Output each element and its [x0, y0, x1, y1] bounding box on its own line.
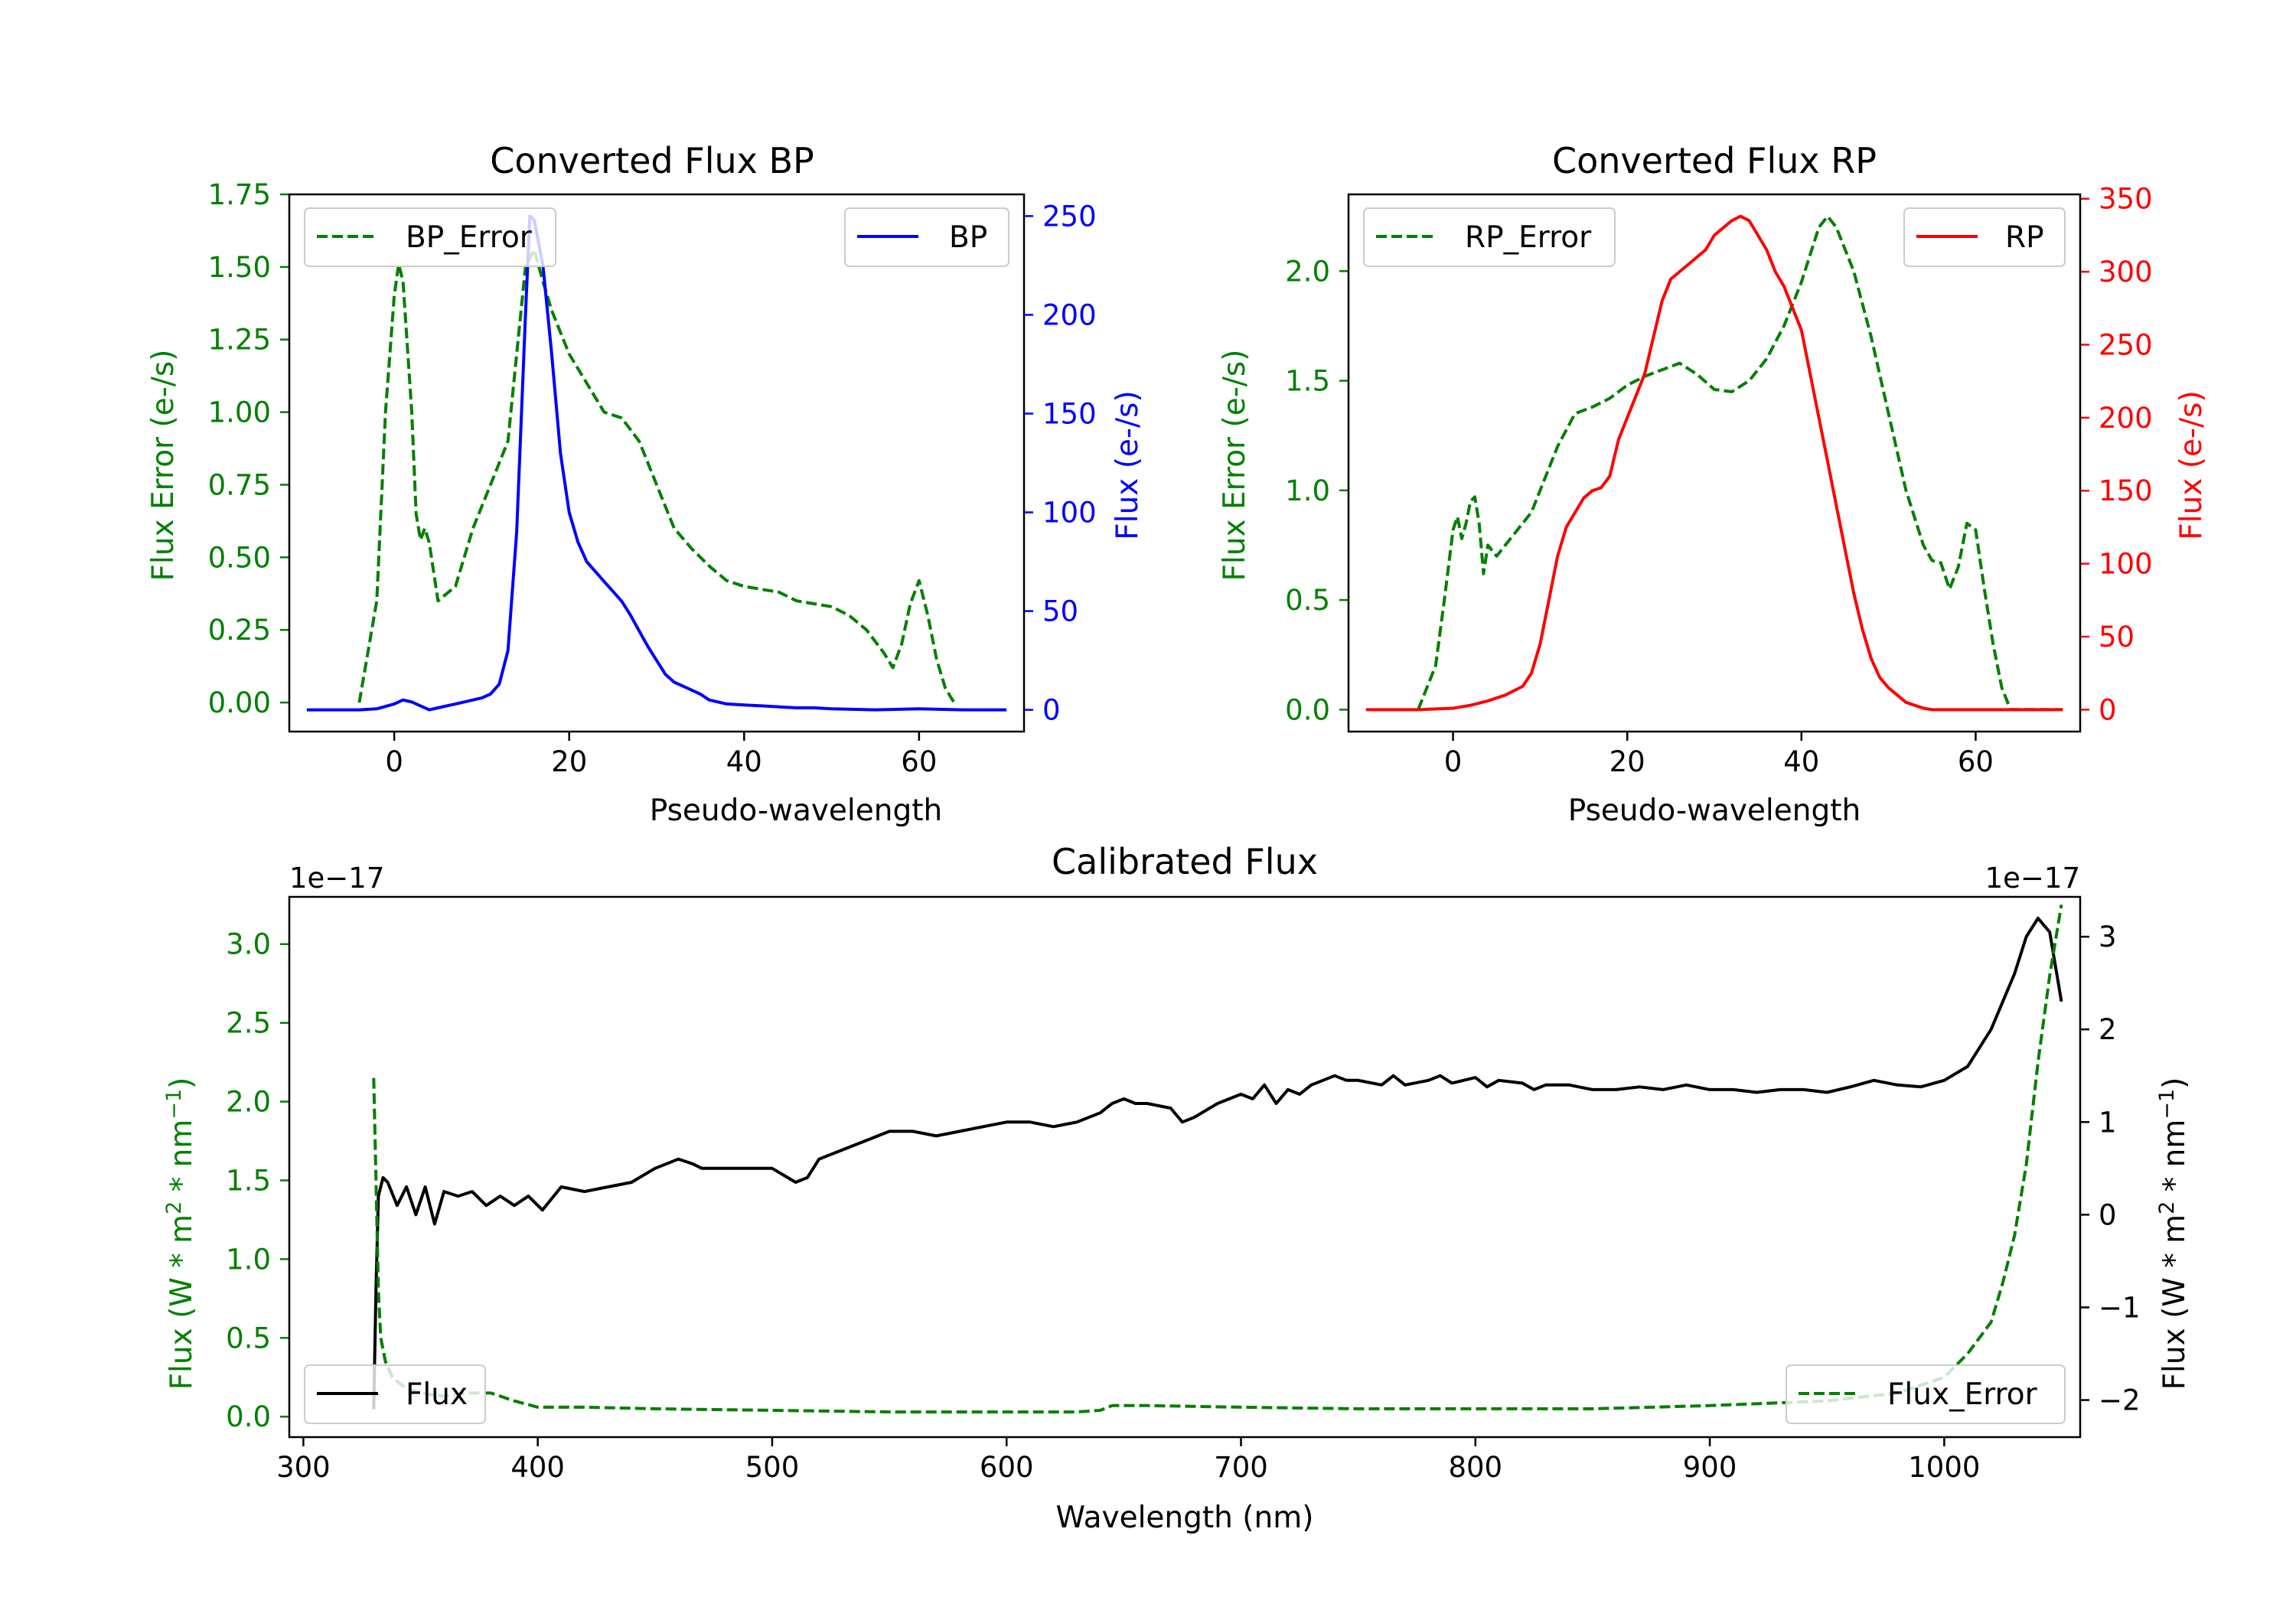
rp-x-tick-label: 0 — [1444, 745, 1463, 778]
rp-title: Converted Flux RP — [1552, 140, 1877, 181]
rp-right-tick-label: 150 — [2099, 474, 2153, 507]
bp-left-tick-label: 1.00 — [208, 396, 271, 429]
rp-x-tick-label: 60 — [1958, 745, 1994, 778]
rp-legend-error-label: RP_Error — [1465, 220, 1592, 255]
calibrated-left-tick-label: 0.0 — [226, 1400, 271, 1433]
bp-left-tick-label: 1.75 — [208, 178, 271, 211]
rp-left-tick-label: 1.5 — [1285, 365, 1330, 398]
calibrated-legend-error-label: Flux_Error — [1887, 1377, 2038, 1412]
calibrated-right-tick-label: 0 — [2099, 1198, 2117, 1231]
calibrated-x-tick-label: 900 — [1683, 1451, 1737, 1484]
bp-left-tick-label: 0.00 — [208, 686, 271, 719]
calibrated-left-y-label: Flux (W * m2 * nm−1) — [162, 1077, 199, 1390]
rp-legend-error: RP_Error — [1363, 207, 1616, 267]
rp-right-tick-label: 350 — [2099, 183, 2153, 216]
rp-left-tick-label: 0.0 — [1285, 693, 1330, 726]
bp-left-y-label: Flux Error (e-/s) — [146, 350, 181, 582]
bp-left-tick-label: 0.75 — [208, 468, 271, 501]
calibrated-x-tick-label: 400 — [510, 1451, 565, 1484]
rp-legend-flux-label: RP — [2005, 220, 2044, 255]
bp-right-tick-label: 100 — [1042, 497, 1097, 530]
calibrated-right-tick-label: 3 — [2099, 921, 2117, 953]
bp-right-tick-label: 150 — [1042, 397, 1097, 430]
bp-right-tick-label: 0 — [1042, 694, 1061, 727]
rp-series-rp — [1365, 214, 2063, 712]
calibrated-series-flux — [372, 916, 2063, 1410]
bp-series-bp-error — [357, 248, 956, 704]
calibrated-left-tick-label: 2.0 — [226, 1086, 271, 1119]
rp-left-tick-label: 0.5 — [1285, 584, 1330, 617]
bp-right-tick-label: 200 — [1042, 298, 1097, 331]
calibrated-legend-flux: Flux — [304, 1364, 486, 1424]
rp-left-tick-label: 1.0 — [1285, 474, 1330, 507]
bp-x-tick-label: 0 — [385, 745, 403, 778]
calibrated-axes-frame — [288, 895, 2082, 1439]
calibrated-left-tick-label: 1.5 — [226, 1164, 271, 1197]
rp-left-tick-label: 2.0 — [1285, 255, 1330, 288]
bp-axes-frame — [288, 193, 1026, 733]
calibrated-left-tick-label: 1.0 — [226, 1243, 271, 1276]
bp-panel: Converted Flux BP Pseudo-wavelength Flux… — [146, 140, 1145, 828]
rp-series-rp-error — [1417, 214, 2063, 712]
bp-right-tick-label: 250 — [1042, 200, 1097, 233]
bp-legend-flux-label: BP — [949, 220, 987, 255]
calibrated-x-tick-label: 1000 — [1908, 1451, 1980, 1484]
bp-left-tick-label: 0.50 — [208, 541, 271, 574]
rp-left-y-label: Flux Error (e-/s) — [1218, 350, 1252, 582]
rp-x-tick-label: 20 — [1609, 745, 1645, 778]
bp-x-tick-label: 20 — [551, 745, 587, 778]
calibrated-series-flux-error — [372, 904, 2063, 1414]
rp-right-tick-label: 300 — [2099, 256, 2153, 288]
calibrated-x-label: Wavelength (nm) — [1056, 1501, 1314, 1535]
bp-left-tick-label: 1.25 — [208, 324, 271, 357]
calibrated-legend-error: Flux_Error — [1786, 1364, 2066, 1424]
bp-right-y-label: Flux (e-/s) — [1110, 390, 1145, 539]
rp-right-tick-label: 100 — [2099, 548, 2153, 581]
bp-left-tick-label: 1.50 — [208, 251, 271, 284]
calibrated-right-tick-label: −2 — [2099, 1384, 2141, 1417]
rp-axes-frame — [1347, 193, 2082, 733]
rp-x-tick-label: 40 — [1783, 745, 1819, 778]
rp-right-y-label: Flux (e-/s) — [2174, 390, 2209, 539]
rp-legend-flux: RP — [1903, 207, 2066, 267]
calibrated-x-tick-label: 600 — [980, 1451, 1034, 1484]
calibrated-x-tick-label: 300 — [276, 1451, 331, 1484]
bp-right-tick-label: 50 — [1042, 595, 1078, 628]
calibrated-right-tick-label: −1 — [2099, 1291, 2141, 1324]
calibrated-left-offset-text: 1e−17 — [289, 862, 384, 895]
calibrated-left-tick-label: 2.5 — [226, 1007, 271, 1040]
calibrated-legend-flux-label: Flux — [406, 1377, 468, 1412]
rp-right-tick-label: 50 — [2099, 621, 2135, 654]
rp-right-tick-label: 200 — [2099, 402, 2153, 435]
bp-legend-error: BP_Error — [304, 207, 556, 267]
rp-x-label: Pseudo-wavelength — [1568, 794, 1861, 828]
calibrated-x-tick-label: 500 — [745, 1451, 800, 1484]
bp-legend-error-label: BP_Error — [406, 220, 533, 255]
calibrated-right-offset-text: 1e−17 — [1985, 862, 2080, 895]
calibrated-right-tick-label: 1 — [2099, 1106, 2117, 1139]
rp-panel: Converted Flux RP Pseudo-wavelength Flux… — [1218, 140, 2209, 828]
calibrated-panel: Calibrated Flux Wavelength (nm) Flux (W … — [162, 841, 2192, 1535]
calibrated-x-tick-label: 800 — [1448, 1451, 1502, 1484]
bp-x-tick-label: 40 — [726, 745, 762, 778]
rp-right-tick-label: 0 — [2099, 693, 2117, 726]
calibrated-x-tick-label: 700 — [1214, 1451, 1268, 1484]
bp-x-tick-label: 60 — [901, 745, 937, 778]
calibrated-title: Calibrated Flux — [1052, 841, 1318, 882]
bp-series-bp — [306, 214, 1007, 712]
bp-x-label: Pseudo-wavelength — [650, 794, 942, 828]
calibrated-left-tick-label: 0.5 — [226, 1322, 271, 1354]
calibrated-left-tick-label: 3.0 — [226, 928, 271, 961]
bp-legend-flux: BP — [844, 207, 1009, 267]
rp-right-tick-label: 250 — [2099, 328, 2153, 361]
calibrated-right-tick-label: 2 — [2099, 1013, 2117, 1046]
calibrated-right-y-label: Flux (W * m2 * nm−1) — [2155, 1077, 2192, 1390]
bp-left-tick-label: 0.25 — [208, 614, 271, 647]
bp-title: Converted Flux BP — [490, 140, 814, 181]
